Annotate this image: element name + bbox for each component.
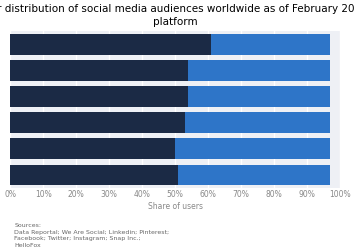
Bar [175, 139, 330, 159]
Bar [10, 35, 211, 55]
Bar [10, 113, 185, 133]
Bar [10, 61, 188, 81]
Bar [179, 165, 330, 185]
Bar [10, 139, 175, 159]
Bar [211, 35, 330, 55]
Bar [188, 61, 330, 81]
Bar [10, 87, 188, 107]
X-axis label: Share of users: Share of users [148, 201, 203, 210]
Bar [188, 87, 330, 107]
Title: Gender distribution of social media audiences worldwide as of February 2025, by
: Gender distribution of social media audi… [0, 4, 355, 27]
Text: Sources:
Data Reportal; We Are Social; Linkedin; Pinterest;
Facebook; Twitter; I: Sources: Data Reportal; We Are Social; L… [14, 222, 169, 247]
Bar [10, 165, 179, 185]
Bar [185, 113, 330, 133]
